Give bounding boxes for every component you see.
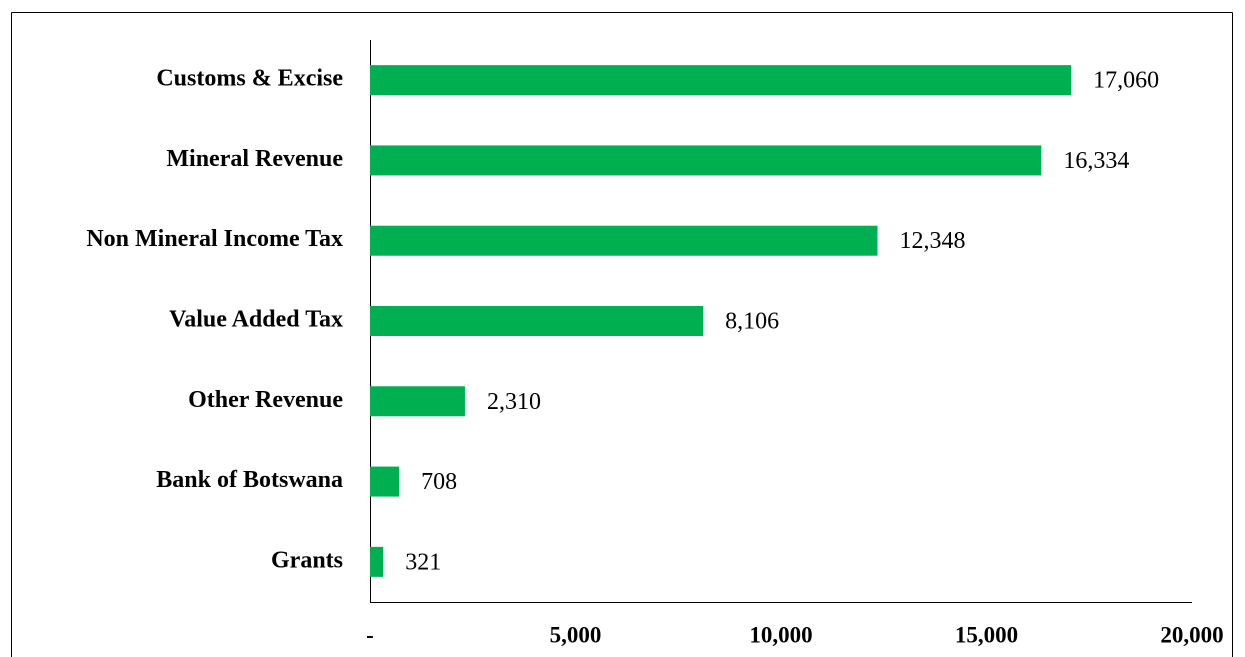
x-tick-label: 10,000: [749, 622, 812, 647]
bar: [370, 306, 704, 336]
category-label: Other Revenue: [188, 387, 343, 413]
bar: [370, 546, 384, 577]
bar: [370, 145, 1042, 176]
bar: [370, 225, 878, 256]
value-label: 708: [421, 469, 457, 495]
category-label: Grants: [271, 547, 343, 573]
category-label: Value Added Tax: [169, 307, 343, 333]
category-label: Mineral Revenue: [166, 146, 343, 172]
category-label: Customs & Excise: [156, 66, 343, 92]
x-tick-label: 15,000: [955, 622, 1018, 647]
value-label: 12,348: [900, 228, 966, 254]
bar: [370, 466, 400, 497]
value-label: 321: [405, 549, 441, 575]
value-label: 2,310: [487, 389, 541, 415]
category-label: Bank of Botswana: [156, 467, 343, 493]
x-tick-label: 5,000: [550, 622, 602, 647]
x-tick-label: -: [366, 622, 374, 647]
category-label: Non Mineral Income Tax: [86, 226, 343, 252]
value-label: 16,334: [1063, 148, 1129, 174]
value-label: 17,060: [1093, 68, 1159, 94]
bar: [370, 65, 1072, 96]
x-tick-label: 20,000: [1160, 622, 1223, 647]
bar: [370, 386, 465, 417]
value-label: 8,106: [725, 309, 779, 335]
